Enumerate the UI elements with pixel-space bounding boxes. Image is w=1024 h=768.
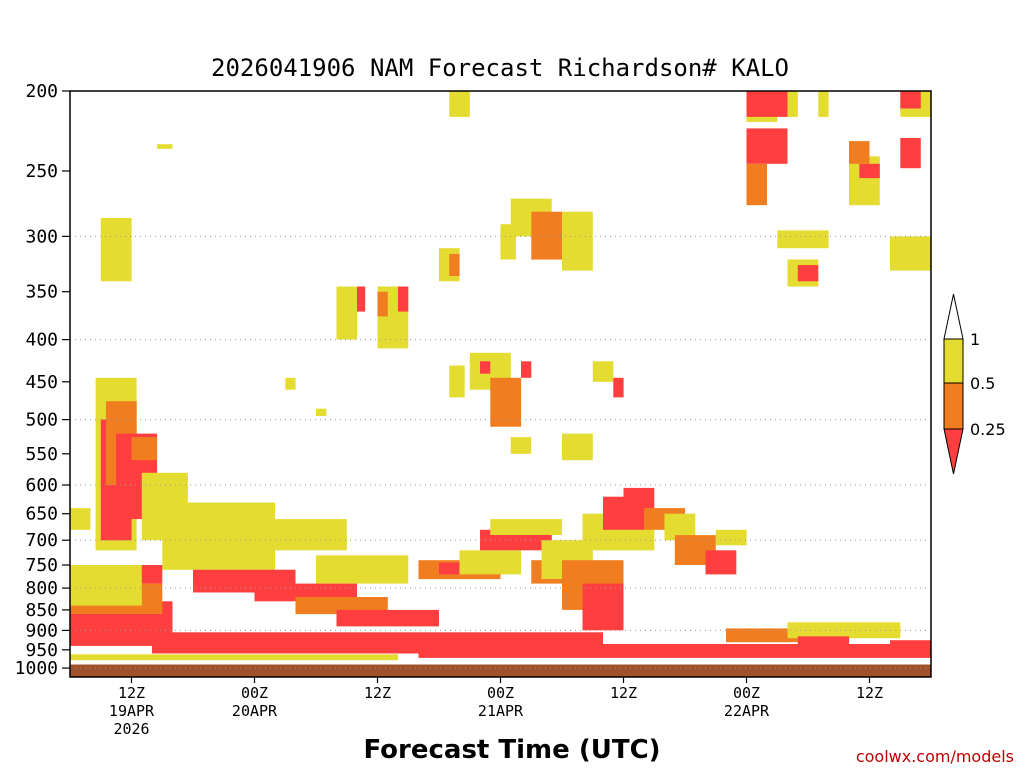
ground-below-surface (70, 664, 931, 677)
ri-cell-high-66 (316, 408, 327, 416)
y-tick-label-800: 800 (25, 578, 58, 599)
x-tick-label-0-1: 19APR (109, 702, 155, 720)
x-tick-label-5-1: 22APR (724, 702, 770, 720)
ri-cell-high-82 (890, 236, 931, 271)
ri-cell-high-55 (500, 224, 516, 260)
x-tick-label-4-0: 12Z (610, 684, 637, 702)
ri-cell-low-50 (613, 377, 624, 398)
ri-cell-high-73 (777, 230, 829, 249)
ri-cell-high-56 (336, 286, 357, 340)
colorbar-label-2: 0.25 (970, 420, 1006, 439)
y-tick-label-950: 950 (25, 640, 58, 661)
ri-cell-mid-70 (746, 163, 767, 206)
ri-cell-mid-62 (449, 253, 460, 276)
y-tick-label-850: 850 (25, 600, 58, 621)
ri-cell-low-60 (398, 286, 409, 312)
y-tick-label-550: 550 (25, 444, 58, 465)
x-tick-label-3-0: 00Z (487, 684, 514, 702)
colorbar-label-1: 0.5 (970, 374, 995, 393)
ri-cell-low-81 (900, 138, 921, 169)
ri-cell-low-57 (357, 286, 366, 312)
ri-cell-low-41 (890, 640, 931, 654)
y-tick-label-600: 600 (25, 475, 58, 496)
ri-cell-high-20 (70, 654, 398, 661)
ri-cell-low-68 (746, 91, 788, 117)
chart-title: 2026041906 NAM Forecast Richardson# KALO (211, 54, 789, 82)
y-tick-label-700: 700 (25, 530, 58, 551)
ri-cell-low-69 (746, 128, 788, 164)
grid-lines (70, 235, 931, 669)
ri-cell-high-7 (223, 519, 347, 551)
ri-cell-low-12 (336, 609, 439, 627)
x-tick-label-0-0: 12Z (118, 684, 145, 702)
ri-cell-high-54 (562, 211, 593, 271)
x-tick-label-3-1: 21APR (478, 702, 524, 720)
ri-cell-high-42 (449, 365, 465, 398)
colorbar: 1 0.5 0.25 (943, 293, 1006, 475)
ri-cell-high-51 (449, 91, 470, 117)
ri-cell-high-17 (70, 508, 91, 530)
colorbar-high-segment (943, 338, 964, 384)
credit-text: coolwx.com/models (856, 747, 1014, 766)
ri-cell-mid-53 (531, 211, 563, 260)
ri-cell-high-71 (787, 91, 798, 117)
y-tick-label-250: 250 (25, 161, 58, 182)
ri-cell-high-39 (787, 622, 901, 639)
ri-cell-low-36 (705, 550, 737, 575)
ri-cell-low-47 (521, 361, 532, 378)
ri-cell-high-65 (285, 377, 296, 390)
ri-cell-high-72 (818, 91, 829, 117)
y-tick-label-300: 300 (25, 226, 58, 247)
ri-cell-high-16 (70, 565, 142, 606)
ri-cell-mid-11 (295, 597, 388, 615)
y-axis: 200 250 300 350 400 450 500 550 600 650 700 7508008… (15, 81, 70, 679)
ri-cell-high-25 (490, 519, 563, 535)
x-tick-label-5-0: 00Z (733, 684, 760, 702)
ri-cell-low-75 (797, 265, 819, 282)
ri-cell-low-40 (797, 636, 850, 650)
richardson-cells (70, 91, 932, 661)
x-tick-label-1-1: 20APR (232, 702, 278, 720)
x-tick-label-1-0: 00Z (241, 684, 268, 702)
colorbar-low-triangle (943, 428, 964, 475)
ri-cell-mid-78 (849, 141, 870, 164)
ri-cell-mid-4 (131, 437, 158, 461)
ri-cell-high-48 (562, 433, 593, 461)
y-tick-label-1000: 1000 (15, 658, 58, 679)
y-tick-label-450: 450 (25, 372, 58, 393)
y-tick-label-400: 400 (25, 330, 58, 351)
x-tick-label-2-0: 12Z (364, 684, 391, 702)
ri-cell-high-63 (100, 218, 132, 282)
ri-cell-high-8 (316, 555, 409, 584)
y-tick-label-200: 200 (25, 81, 58, 102)
ri-cell-low-77 (859, 163, 880, 179)
x-tick-label-6-0: 12Z (856, 684, 883, 702)
colorbar-label-0: 1 (970, 330, 980, 349)
y-tick-label-650: 650 (25, 504, 58, 525)
plot-area (69, 90, 932, 678)
ri-cell-high-64 (157, 144, 173, 149)
y-tick-label-500: 500 (25, 410, 58, 431)
ri-cell-low-80 (900, 91, 921, 109)
ri-cell-mid-45 (490, 377, 522, 427)
colorbar-mid-segment (943, 382, 964, 430)
ri-cell-low-19 (418, 644, 931, 658)
ri-cell-low-44 (480, 361, 491, 374)
ri-cell-high-23 (459, 550, 521, 575)
ri-cell-high-37 (715, 529, 747, 546)
ri-cell-mid-59 (377, 291, 388, 317)
x-axis-label: Forecast Time (UTC) (363, 735, 660, 765)
ri-cell-high-49 (592, 361, 614, 382)
ri-cell-low-29 (582, 583, 624, 631)
y-tick-label-350: 350 (25, 282, 58, 303)
ri-cell-high-46 (510, 437, 532, 454)
y-tick-label-900: 900 (25, 620, 58, 641)
x-tick-label-0-2: 2026 (113, 720, 149, 738)
y-tick-label-750: 750 (25, 555, 58, 576)
